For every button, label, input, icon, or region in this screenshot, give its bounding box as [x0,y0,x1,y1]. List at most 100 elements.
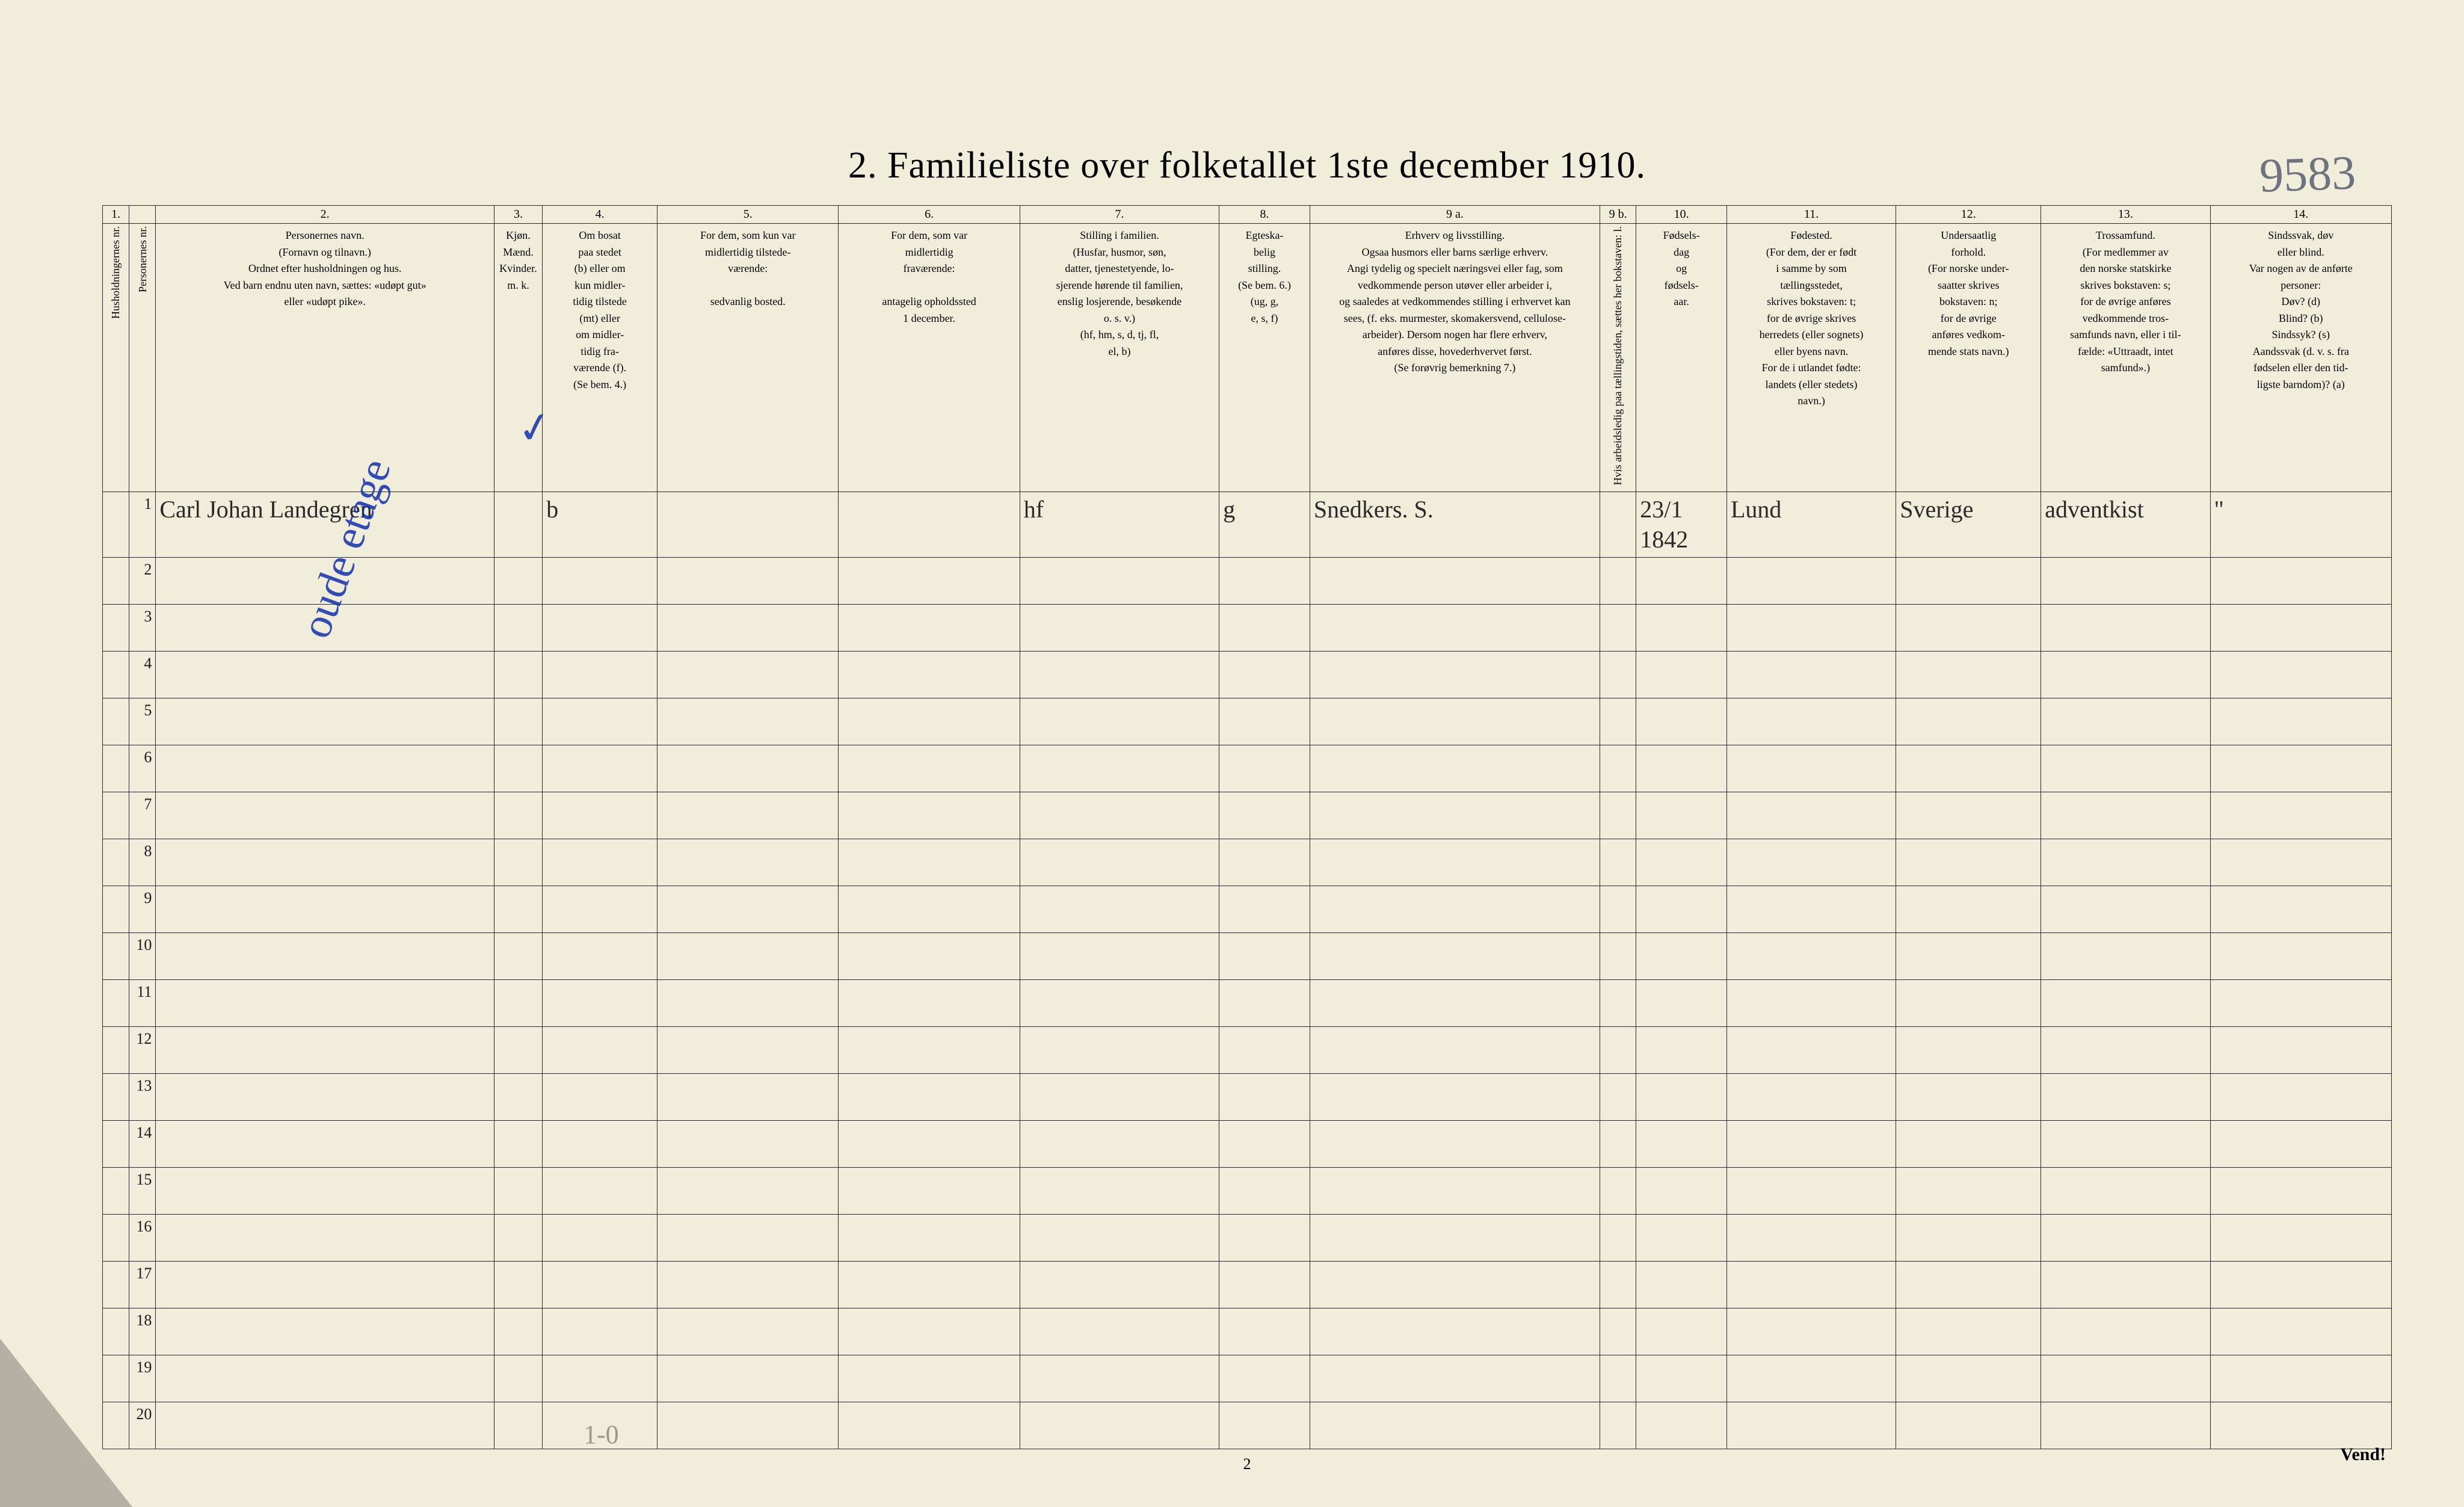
cell-unders [1896,651,2041,698]
cell-egte [1219,1308,1310,1355]
cell-arb [1600,1355,1636,1402]
cell-unders [1896,886,2041,932]
cell-name [156,1355,494,1402]
cell-mt [658,557,839,604]
cell-sind [2210,745,2391,792]
cell-mt [658,1355,839,1402]
cell-mf [839,1214,1020,1261]
census-table: 1.2.3.4.5.6.7.8.9 a.9 b.10.11.12.13.14. … [102,205,2392,1449]
table-row: 3 [103,604,2392,651]
cell-bosat [543,1026,658,1073]
cell-mt [658,698,839,745]
col-num-cell: 1. [103,206,129,224]
cell-unders [1896,557,2041,604]
cell-mt [658,1214,839,1261]
cell-arb [1600,792,1636,839]
cell-hush [103,492,129,557]
cell-egte [1219,979,1310,1026]
cell-mf [839,1026,1020,1073]
cell-hush [103,979,129,1026]
cell-fam: hf [1020,492,1219,557]
cell-tros [2041,886,2210,932]
cell-erhverv [1310,1261,1600,1308]
header-mf: For dem, som varmidlertidigfraværende:an… [839,224,1020,492]
page-corner-number: 9583 [2258,146,2356,204]
col-num-cell: 3. [494,206,542,224]
cell-fam [1020,886,1219,932]
cell-arb [1600,1214,1636,1261]
header-sindssvak: Sindssvak, døveller blind.Var nogen av d… [2210,224,2391,492]
row-number: 2 [129,557,156,604]
cell-unders [1896,792,2041,839]
cell-fdag [1636,1214,1727,1261]
cell-sind [2210,1261,2391,1308]
cell-tros [2041,839,2210,886]
cell-hush [103,1214,129,1261]
cell-kj [494,745,542,792]
cell-kj [494,979,542,1026]
cell-egte [1219,651,1310,698]
cell-kj [494,698,542,745]
cell-arb [1600,1120,1636,1167]
cell-erhverv [1310,839,1600,886]
cell-name [156,1026,494,1073]
cell-kj [494,1073,542,1120]
cell-fsted: Lund [1726,492,1896,557]
cell-fdag [1636,557,1727,604]
cell-sind [2210,604,2391,651]
cell-fsted [1726,979,1896,1026]
cell-fsted [1726,557,1896,604]
cell-bosat [543,745,658,792]
cell-arb [1600,1073,1636,1120]
cell-kj [494,1308,542,1355]
cell-hush [103,745,129,792]
cell-fdag [1636,1073,1727,1120]
cell-bosat [543,1214,658,1261]
row-number: 18 [129,1308,156,1355]
cell-mt [658,932,839,979]
cell-egte [1219,745,1310,792]
cell-sind [2210,1026,2391,1073]
cell-bosat [543,604,658,651]
row-number: 10 [129,932,156,979]
page-fold-corner [0,1339,132,1507]
cell-fsted [1726,1308,1896,1355]
cell-sind [2210,1214,2391,1261]
cell-fsted [1726,745,1896,792]
cell-arb [1600,1026,1636,1073]
table-row: 2 [103,557,2392,604]
cell-mt [658,839,839,886]
cell-fdag [1636,792,1727,839]
cell-fam [1020,1214,1219,1261]
cell-sind [2210,698,2391,745]
cell-mt [658,1402,839,1449]
cell-arb [1600,886,1636,932]
cell-fsted [1726,1402,1896,1449]
cell-erhverv [1310,792,1600,839]
cell-erhverv: Snedkers. S. [1310,492,1600,557]
row-number: 20 [129,1402,156,1449]
cell-fdag [1636,839,1727,886]
cell-mf [839,979,1020,1026]
cell-tros [2041,1261,2210,1308]
row-number: 3 [129,604,156,651]
cell-arb [1600,557,1636,604]
pencil-note: 1-0 [584,1419,619,1450]
cell-mt [658,604,839,651]
cell-erhverv [1310,886,1600,932]
cell-fdag [1636,1261,1727,1308]
row-number: 9 [129,886,156,932]
cell-mf [839,886,1020,932]
column-number-row: 1.2.3.4.5.6.7.8.9 a.9 b.10.11.12.13.14. [103,206,2392,224]
cell-kj [494,651,542,698]
cell-mf [839,1120,1020,1167]
cell-unders [1896,979,2041,1026]
cell-name [156,792,494,839]
cell-name [156,745,494,792]
cell-kj [494,1026,542,1073]
cell-kj [494,492,542,557]
cell-tros [2041,698,2210,745]
cell-kj [494,1261,542,1308]
row-number: 1 [129,492,156,557]
cell-arb [1600,932,1636,979]
